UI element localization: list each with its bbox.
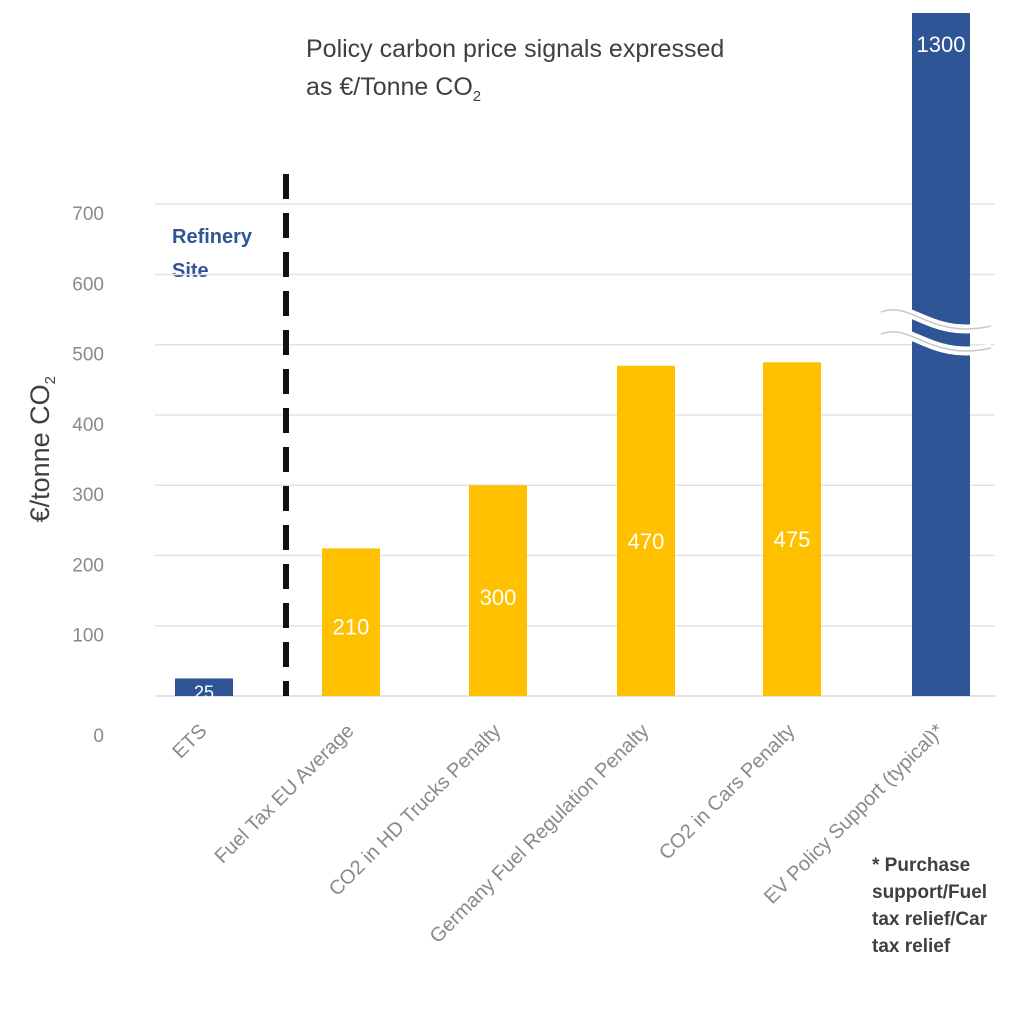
title-line-1: Policy carbon price signals expressed [306,35,725,63]
data-label: 475 [774,527,811,552]
y-tick-label: 700 [72,204,104,225]
axis-break-outline [880,331,992,352]
bar [322,548,380,696]
y-tick-label: 500 [72,345,104,366]
footnote: * Purchase support/Fuel tax relief/Car t… [872,855,988,957]
data-label: 210 [333,615,370,640]
y-tick-label: 300 [72,485,104,506]
data-label: 1300 [917,32,966,57]
bar [469,485,527,696]
x-category-label: Fuel Tax EU Average [211,720,359,868]
bar [617,365,675,696]
data-label: 25 [194,682,214,702]
axis-break-outline [880,309,992,330]
data-label: 470 [628,529,665,554]
y-tick-label: 100 [72,626,104,647]
x-category-label: CO2 in Cars Penalty [655,720,799,864]
x-category-label: CO2 in HD Trucks Penalty [325,720,506,901]
title-subscript: 2 [472,88,482,105]
title-line-2: as €/Tonne CO [306,73,473,101]
y-tick-label: 0 [93,726,104,747]
y-tick-label: 400 [72,415,104,436]
x-category-label: EV Policy Support (typical)* [760,720,949,909]
refinery-site-label: Refinery Site [172,226,253,282]
chart-title: Policy carbon price signals expressed as… [306,30,724,116]
y-tick-label: 600 [72,274,104,295]
data-label: 300 [480,585,517,610]
x-category-label: ETS [168,720,211,763]
y-tick-label: 200 [72,555,104,576]
bar [763,362,821,696]
bar [175,678,233,696]
